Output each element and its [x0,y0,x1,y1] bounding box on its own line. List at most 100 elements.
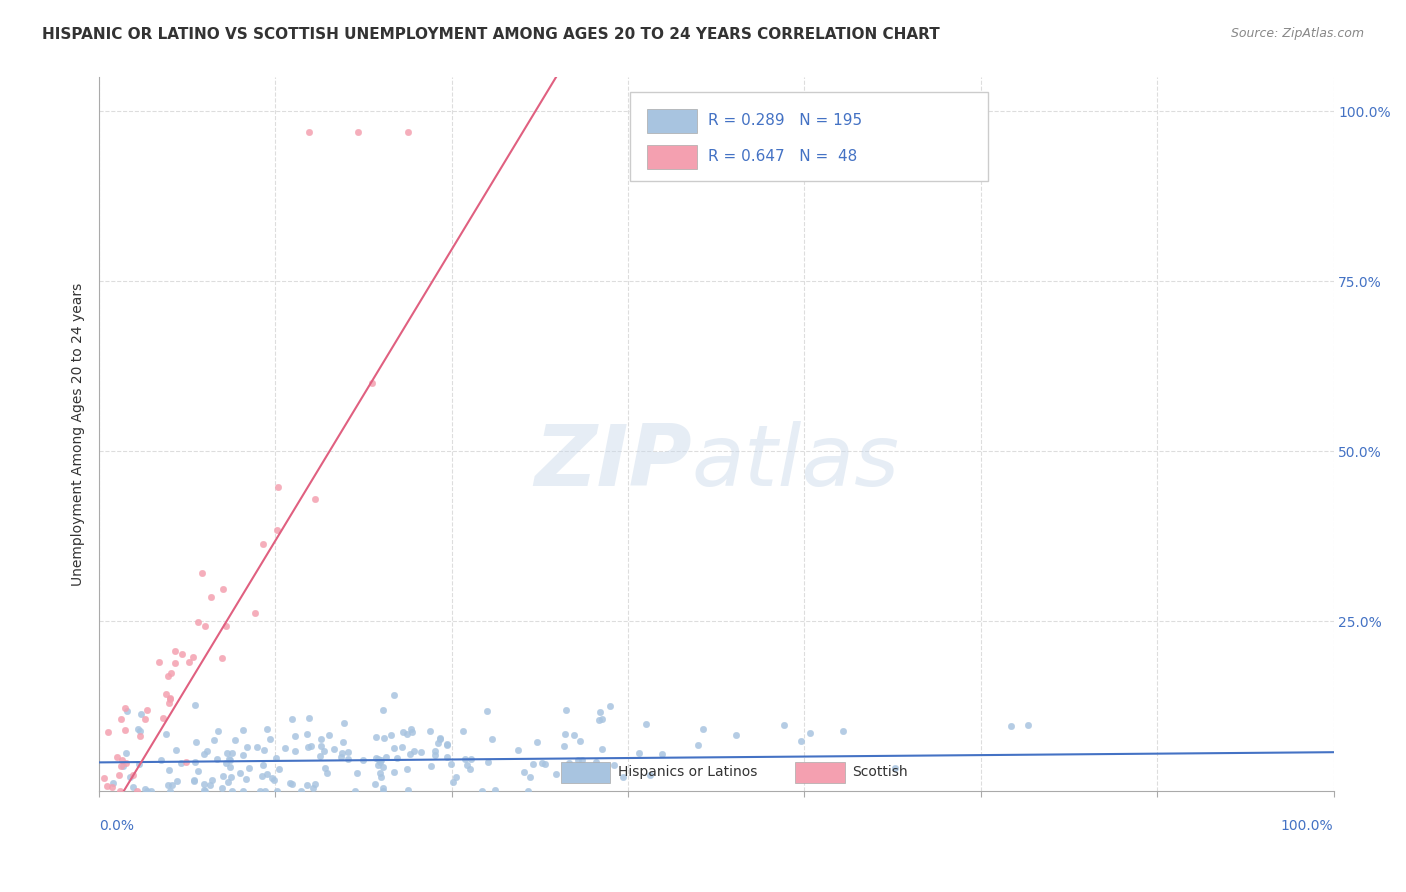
Point [165,743,187,757]
Point [112,758,135,772]
Text: R = 0.647   N =  48: R = 0.647 N = 48 [707,149,856,164]
Point [436,737,458,751]
Point [380,727,402,741]
Point [235,740,257,755]
Point [193,747,215,762]
Point [157,669,180,683]
Point [799,725,821,739]
Point [211,582,233,597]
Point [790,733,813,747]
Point [315,766,337,780]
Point [134,781,156,796]
Point [373,703,395,717]
Point [139,784,162,798]
Text: Scottish: Scottish [852,765,908,780]
Point [471,784,494,798]
Point [232,723,254,737]
Point [229,766,252,780]
Point [638,768,661,782]
Point [391,724,413,739]
Point [562,728,585,742]
Point [337,752,360,766]
Point [212,769,235,783]
Point [93,771,115,785]
Text: HISPANIC OR LATINO VS SCOTTISH UNEMPLOYMENT AMONG AGES 20 TO 24 YEARS CORRELATIO: HISPANIC OR LATINO VS SCOTTISH UNEMPLOYM… [42,27,941,42]
Point [314,761,336,775]
Point [215,618,238,632]
Point [96,780,118,794]
Point [250,769,273,783]
Point [262,771,284,785]
Point [253,743,276,757]
Point [591,712,613,726]
Point [159,692,181,706]
Point [395,726,418,740]
Point [129,706,152,721]
Point [436,738,458,752]
Point [108,784,131,798]
Point [373,731,395,746]
Point [157,763,180,777]
Point [266,784,288,798]
Point [297,739,319,754]
Text: R = 0.289   N = 195: R = 0.289 N = 195 [707,113,862,128]
Point [591,742,613,756]
Point [290,784,312,798]
Point [252,537,274,551]
Point [451,724,474,739]
Point [831,723,853,738]
Point [183,772,205,787]
Point [423,747,446,762]
Point [172,647,194,661]
Point [385,751,408,765]
Point [692,722,714,736]
Point [298,125,321,139]
Point [309,731,332,746]
Point [201,773,224,788]
Point [221,784,243,798]
Point [401,723,423,737]
Point [218,752,240,766]
Point [148,655,170,669]
FancyBboxPatch shape [796,762,845,783]
Point [396,125,419,139]
Point [253,784,276,798]
Point [246,739,269,754]
Point [232,748,254,763]
Point [603,757,626,772]
Point [526,735,548,749]
Point [546,766,568,780]
FancyBboxPatch shape [630,92,988,181]
Point [309,739,332,753]
Point [297,727,319,741]
Point [122,768,145,782]
Text: ZIP: ZIP [534,421,692,504]
Point [508,743,530,757]
Point [157,696,180,710]
Point [221,746,243,760]
Point [1000,719,1022,733]
Point [219,753,242,767]
Point [404,743,426,757]
Point [194,784,217,798]
Point [516,784,538,798]
Point [364,777,387,791]
Point [425,744,447,758]
Point [554,727,576,741]
Point [263,772,285,787]
Point [773,717,796,731]
Point [183,773,205,788]
Point [187,615,209,630]
Point [522,756,544,771]
Point [115,756,138,771]
Point [207,723,229,738]
Point [179,655,201,669]
Point [612,770,634,784]
Point [160,778,183,792]
Point [627,746,650,760]
Point [156,778,179,792]
Point [429,732,451,747]
Point [344,784,367,798]
Point [534,756,557,771]
Point [399,747,422,761]
